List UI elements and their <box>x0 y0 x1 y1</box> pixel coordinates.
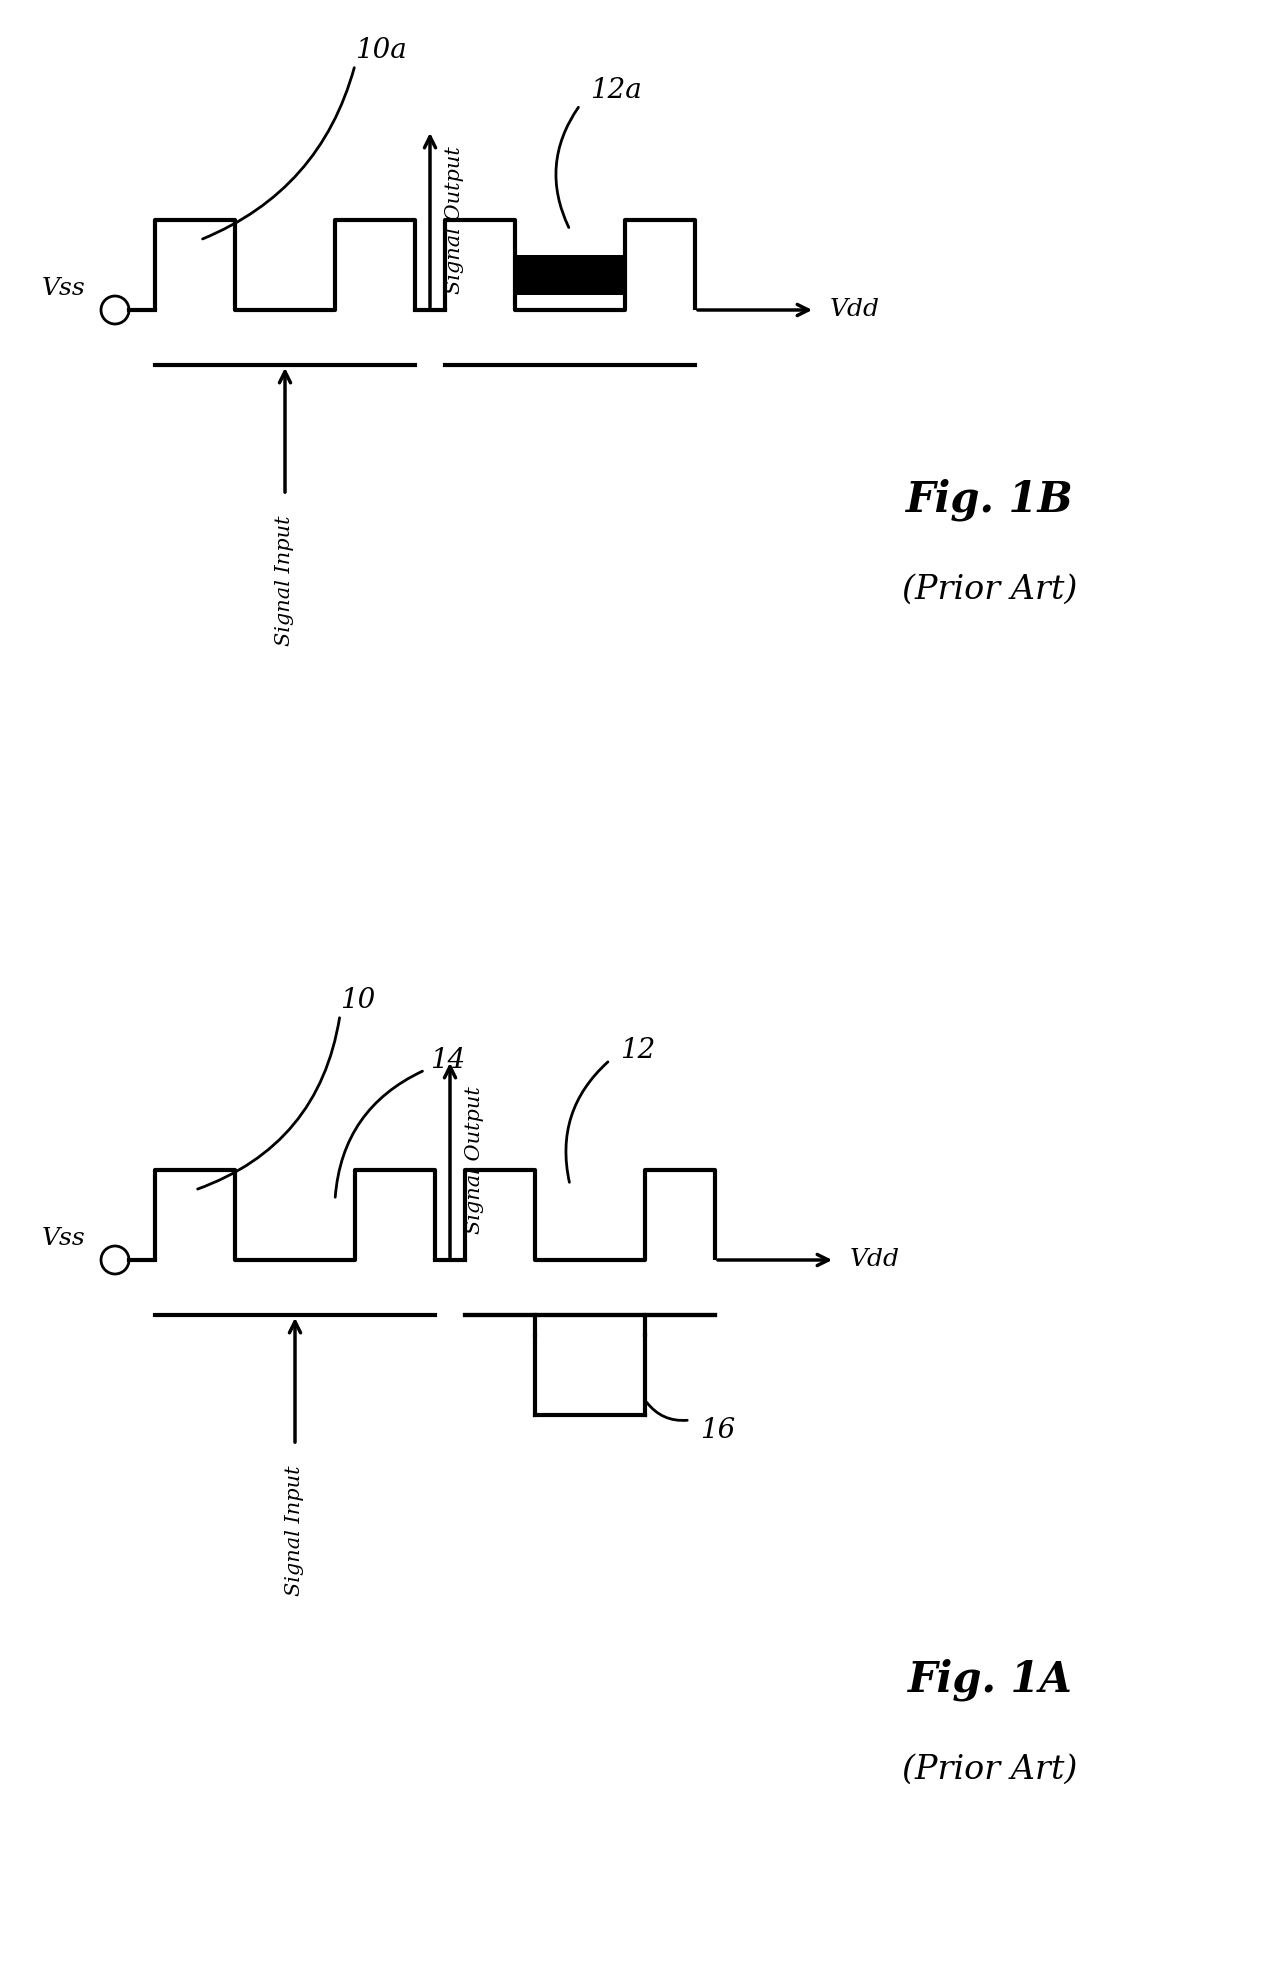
Text: Vss: Vss <box>41 1228 85 1249</box>
Text: Signal Output: Signal Output <box>445 147 464 294</box>
Bar <box>515 255 625 294</box>
Text: 14: 14 <box>430 1047 465 1073</box>
Text: Vss: Vss <box>41 277 85 300</box>
Text: 12a: 12a <box>591 76 642 104</box>
Text: Vdd: Vdd <box>851 1249 901 1271</box>
Text: (Prior Art): (Prior Art) <box>902 575 1077 606</box>
Text: Signal Output: Signal Output <box>465 1086 484 1233</box>
Text: Fig. 1A: Fig. 1A <box>908 1659 1072 1702</box>
Text: 10a: 10a <box>355 37 407 63</box>
Text: 12: 12 <box>620 1037 656 1063</box>
Text: 16: 16 <box>699 1416 735 1443</box>
Text: Fig. 1B: Fig. 1B <box>906 478 1073 522</box>
Text: 10: 10 <box>339 986 375 1014</box>
Text: Signal Input: Signal Input <box>275 516 295 645</box>
Text: (Prior Art): (Prior Art) <box>902 1753 1077 1786</box>
Text: Signal Input: Signal Input <box>286 1465 305 1596</box>
Text: Vdd: Vdd <box>830 298 880 322</box>
